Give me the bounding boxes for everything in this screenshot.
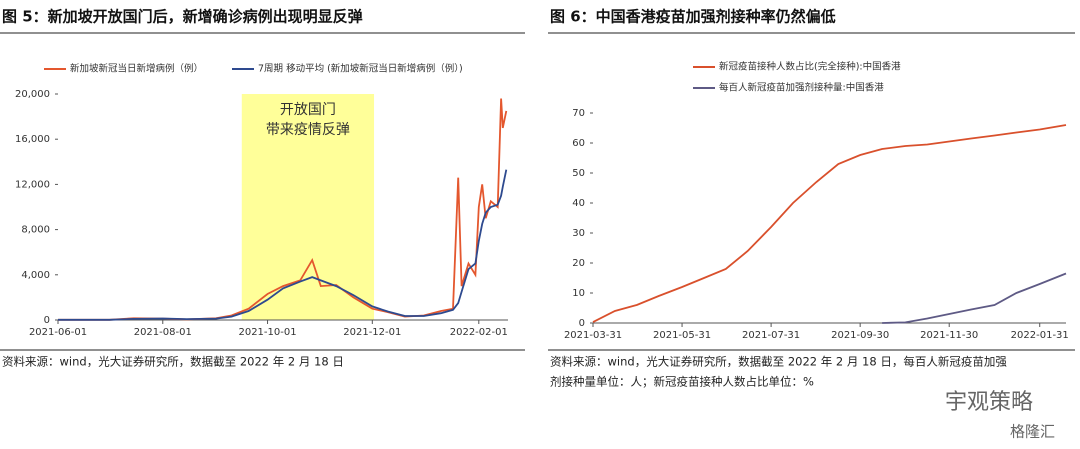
legend-label: 7周期 移动平均 (新加坡新冠当日新增病例（例）)	[258, 63, 463, 75]
x-tick-label: 2021-10-01	[238, 327, 296, 338]
chart-title: 图 5：新加坡开放国门后，新增确诊病例出现明显反弹	[2, 8, 363, 26]
y-tick-label: 60	[572, 138, 585, 149]
series-line	[58, 169, 508, 321]
annotation-text: 带来疫情反弹	[266, 122, 350, 138]
legend-label: 新加坡新冠当日新增病例（例）	[70, 63, 203, 75]
y-tick-label: 50	[572, 168, 585, 179]
watermark: 宇观策略	[945, 390, 1033, 415]
source-note: 剂接种量单位：人；新冠疫苗接种人数占比单位：%	[550, 375, 814, 389]
x-tick-label: 2021-11-30	[920, 330, 978, 341]
highlight-band	[241, 94, 375, 320]
y-tick-label: 70	[572, 108, 585, 119]
x-tick-label: 2021-06-01	[29, 327, 87, 338]
source-note: 资料来源：wind，光大证券研究所，数据截至 2022 年 2 月 18 日，每…	[550, 355, 1007, 369]
y-tick-label: 20,000	[15, 89, 50, 100]
y-tick-label: 8,000	[21, 225, 50, 236]
x-tick-label: 2021-03-31	[564, 330, 622, 341]
x-tick-label: 2021-12-01	[343, 327, 401, 338]
y-tick-label: 12,000	[15, 179, 50, 190]
x-tick-label: 2022-02-01	[450, 327, 508, 338]
y-tick-label: 16,000	[15, 134, 50, 145]
y-tick-label: 0	[44, 315, 50, 326]
x-tick-label: 2021-07-31	[742, 330, 800, 341]
chart-title: 图 6：中国香港疫苗加强剂接种率仍然偏低	[550, 8, 836, 26]
y-tick-label: 4,000	[21, 270, 50, 281]
series-line	[592, 124, 1067, 323]
legend-label: 新冠疫苗接种人数占比(完全接种):中国香港	[719, 61, 901, 73]
y-tick-label: 30	[572, 228, 585, 239]
source-note: 资料来源：wind，光大证券研究所，数据截至 2022 年 2 月 18 日	[2, 355, 344, 369]
series-line	[882, 272, 1067, 324]
y-tick-label: 40	[572, 198, 585, 209]
annotation-text: 开放国门	[280, 102, 336, 118]
y-tick-label: 20	[572, 258, 585, 269]
x-tick-label: 2022-01-31	[1011, 330, 1069, 341]
x-tick-label: 2021-08-01	[134, 327, 192, 338]
legend-label: 每百人新冠疫苗加强剂接种量:中国香港	[719, 82, 884, 94]
watermark: 格隆汇	[1010, 423, 1055, 441]
x-tick-label: 2021-05-31	[653, 330, 711, 341]
y-tick-label: 0	[579, 318, 585, 329]
y-tick-label: 10	[572, 288, 585, 299]
x-tick-label: 2021-09-30	[831, 330, 889, 341]
